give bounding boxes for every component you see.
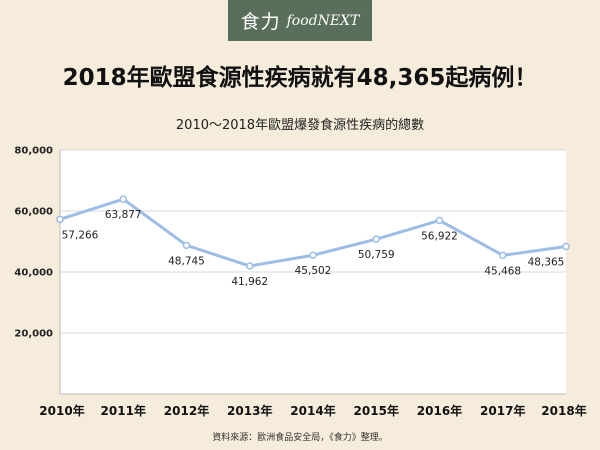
data-label: 63,877 (105, 209, 142, 221)
data-label: 48,745 (168, 255, 205, 267)
x-tick-label: 2015年 (354, 403, 399, 418)
data-point (56, 215, 64, 224)
data-point (435, 216, 444, 225)
x-tick-label: 2014年 (290, 403, 335, 418)
data-point (246, 262, 254, 270)
data-label: 57,266 (62, 229, 99, 241)
x-tick-label: 2012年 (164, 403, 209, 418)
x-tick-labels: 2010年 2011年 2012年 2013年 2014年 2015年 2016年 2017年… (39, 403, 586, 418)
data-label: 48,365 (528, 256, 565, 268)
chart-title: 2010～2018年歐盟爆發食源性疾病的總數 (175, 118, 425, 133)
data-point (499, 251, 507, 260)
data-label: 45,502 (295, 265, 332, 277)
x-tick-label: 2011年 (101, 403, 146, 418)
data-label: 50,759 (358, 249, 395, 261)
x-tick-label: 2013年 (227, 403, 272, 418)
data-point (562, 242, 570, 251)
y-tick-label: 40,000 (14, 268, 53, 279)
x-tick-label: 2017年 (480, 403, 525, 418)
x-tick-label: 2016年 (417, 403, 462, 418)
data-labels: 57,266 63,877 48,745 41,962 45,502 50,759 56,9… (62, 209, 565, 288)
page-headline: 2018年歐盟食源性疾病就有48,365起病例！ (62, 65, 538, 91)
data-point (119, 195, 127, 203)
data-label: 45,468 (484, 265, 521, 277)
axes (59, 150, 566, 395)
data-point (372, 235, 380, 243)
logo-english-text: foodNEXT (286, 12, 360, 29)
data-point (309, 251, 317, 259)
gridlines (60, 149, 566, 334)
y-tick-label: 80,000 (14, 146, 53, 157)
source-note: 資料來源：歐洲食品安全局，《食力》整理。 (212, 433, 388, 443)
data-point (182, 241, 191, 250)
x-tick-label: 2010年 (39, 403, 84, 418)
y-tick-label: 20,000 (14, 329, 53, 340)
data-label: 41,962 (231, 276, 268, 288)
logo-chinese-text: 食力 (240, 11, 281, 33)
x-tick-label: 2018年 (541, 403, 586, 418)
brand-logo: 食力 foodNEXT (228, 0, 372, 41)
y-tick-label: 60,000 (14, 207, 53, 218)
data-label: 56,922 (421, 230, 458, 242)
data-series (56, 195, 570, 270)
y-tick-labels: 20,000 40,000 60,000 80,000 (14, 146, 53, 340)
